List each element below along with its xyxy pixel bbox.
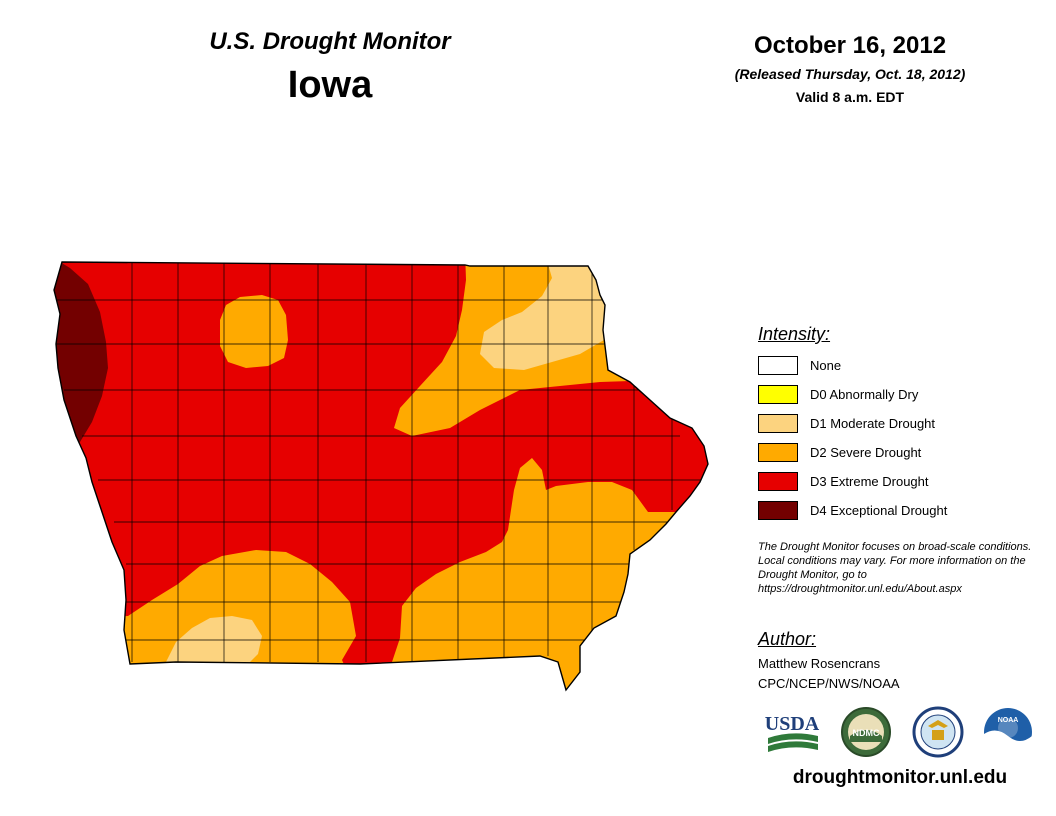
legend-label: D2 Severe Drought bbox=[810, 445, 922, 460]
ndmc-logo: NDMC bbox=[841, 707, 891, 757]
author-name: Matthew Rosencrans bbox=[758, 656, 881, 671]
release-date: (Released Thursday, Oct. 18, 2012) bbox=[734, 66, 966, 82]
noaa-logo: NOAA bbox=[984, 708, 1032, 762]
legend-label: D3 Extreme Drought bbox=[810, 474, 929, 489]
legend-swatch bbox=[758, 443, 798, 462]
website-url: droughtmonitor.unl.edu bbox=[792, 767, 1008, 788]
state-title: Iowa bbox=[287, 64, 373, 106]
commerce-seal-logo bbox=[912, 706, 964, 758]
legend-swatch bbox=[758, 414, 798, 433]
legend-heading: Intensity: bbox=[758, 324, 831, 344]
valid-time: Valid 8 a.m. EDT bbox=[795, 89, 905, 105]
author-heading: Author: bbox=[758, 629, 817, 649]
noaa-logo-text: NOAA bbox=[998, 717, 1019, 724]
legend-label: D0 Abnormally Dry bbox=[810, 387, 919, 402]
iowa-state-outline bbox=[53, 261, 709, 692]
legend-swatch bbox=[758, 356, 798, 375]
legend-swatch bbox=[758, 501, 798, 520]
d2-severe-region-north-central bbox=[220, 295, 288, 368]
d1-moderate-region-northeast bbox=[480, 264, 606, 370]
county-boundaries bbox=[54, 262, 708, 662]
d1-moderate-region-southwest bbox=[166, 616, 262, 666]
map-date: October 16, 2012 bbox=[753, 32, 947, 59]
legend-swatch bbox=[758, 472, 798, 491]
iowa-drought-map bbox=[53, 261, 709, 692]
partner-logos: USDA NDMC NOAA bbox=[765, 706, 1032, 762]
legend-label: D4 Exceptional Drought bbox=[810, 503, 948, 518]
legend-label: None bbox=[810, 358, 842, 373]
legend-label: D1 Moderate Drought bbox=[810, 416, 936, 431]
author-org: CPC/NCEP/NWS/NOAA bbox=[758, 676, 900, 691]
product-title: U.S. Drought Monitor bbox=[209, 28, 451, 55]
legend-swatch bbox=[758, 385, 798, 404]
ndmc-logo-text: NDMC bbox=[853, 728, 880, 738]
usda-logo-text: USDA bbox=[765, 713, 820, 735]
disclaimer-text: The Drought Monitor focuses on broad-sca… bbox=[758, 541, 1032, 595]
usda-logo: USDA bbox=[765, 713, 820, 752]
